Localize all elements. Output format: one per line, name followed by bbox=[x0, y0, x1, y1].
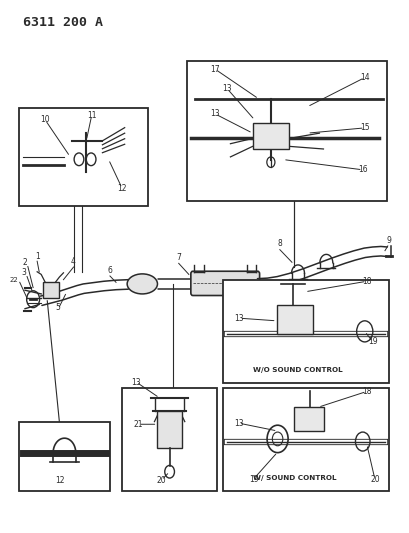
Text: 13: 13 bbox=[210, 109, 219, 118]
Text: 14: 14 bbox=[359, 73, 369, 82]
Text: 12: 12 bbox=[117, 184, 126, 193]
Bar bbox=[293, 407, 324, 431]
Text: 20: 20 bbox=[369, 474, 379, 483]
Text: 5: 5 bbox=[55, 303, 60, 312]
Text: 18: 18 bbox=[361, 387, 371, 396]
Text: W/ SOUND CONTROL: W/ SOUND CONTROL bbox=[252, 475, 336, 481]
Text: 6311 200 A: 6311 200 A bbox=[23, 16, 103, 29]
Bar bbox=[122, 388, 217, 491]
Bar bbox=[19, 108, 148, 206]
Text: 17: 17 bbox=[210, 64, 219, 74]
Text: 7: 7 bbox=[176, 253, 181, 262]
Bar bbox=[222, 388, 388, 491]
Text: 16: 16 bbox=[357, 165, 366, 174]
Bar bbox=[187, 61, 386, 200]
Text: 13: 13 bbox=[131, 377, 141, 386]
Text: 11: 11 bbox=[87, 110, 96, 119]
Ellipse shape bbox=[127, 274, 157, 294]
Text: 22: 22 bbox=[10, 277, 18, 284]
Text: 6: 6 bbox=[107, 266, 112, 275]
Text: 20: 20 bbox=[156, 475, 166, 484]
Text: 12: 12 bbox=[55, 476, 65, 484]
Text: 3: 3 bbox=[21, 269, 26, 278]
Text: 19: 19 bbox=[367, 337, 377, 346]
Text: 18: 18 bbox=[361, 277, 371, 286]
Text: 9: 9 bbox=[386, 236, 391, 245]
Text: 1: 1 bbox=[35, 252, 39, 261]
Text: 19: 19 bbox=[248, 474, 258, 483]
Text: 21: 21 bbox=[133, 420, 143, 429]
Text: W/O SOUND CONTROL: W/O SOUND CONTROL bbox=[252, 367, 342, 373]
Bar bbox=[19, 422, 110, 491]
Text: 13: 13 bbox=[222, 84, 231, 93]
Bar bbox=[252, 123, 288, 149]
Text: 10: 10 bbox=[40, 116, 50, 125]
FancyBboxPatch shape bbox=[190, 271, 259, 295]
Bar bbox=[157, 411, 181, 448]
Text: 8: 8 bbox=[277, 239, 281, 248]
Bar bbox=[43, 282, 59, 298]
Bar bbox=[276, 305, 312, 334]
Text: 4: 4 bbox=[71, 257, 76, 266]
Bar bbox=[222, 280, 388, 383]
Text: 2: 2 bbox=[22, 259, 27, 268]
Text: 13: 13 bbox=[233, 418, 243, 427]
Text: 15: 15 bbox=[359, 123, 369, 132]
Text: 13: 13 bbox=[234, 314, 244, 322]
